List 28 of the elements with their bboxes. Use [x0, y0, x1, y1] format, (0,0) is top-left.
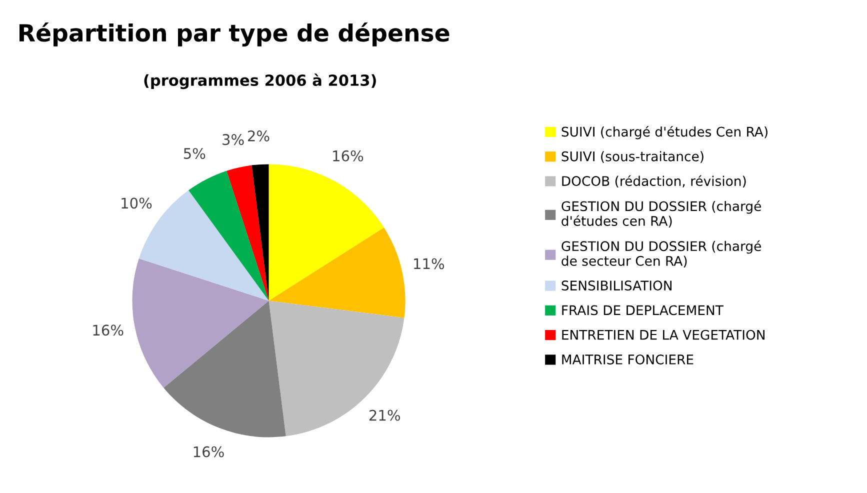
- chart-subtitle: (programmes 2006 à 2013): [144, 74, 376, 90]
- pie-slice: [268, 300, 404, 436]
- pie-slice: [268, 228, 406, 318]
- data-label: 11%: [414, 258, 444, 270]
- data-label: 5%: [184, 148, 206, 159]
- pie-slice: [132, 258, 269, 388]
- pie-slice: [252, 164, 269, 301]
- pie-slice: [268, 164, 384, 301]
- pie-slice: [188, 170, 269, 301]
- legend-label: GESTION DU DOSSIER (chargé d'études cen RA): [562, 200, 761, 228]
- legend-label: GESTION DU DOSSIER (chargé de secteur Cen RA): [562, 240, 761, 268]
- data-label: 16%: [93, 324, 124, 336]
- data-label: 16%: [333, 150, 364, 162]
- legend-label: SENSIBILISATION: [562, 280, 672, 291]
- chart-title: Répartition par type de dépense: [20, 22, 450, 46]
- legend-label: MAITRISE FONCIERE: [562, 354, 694, 364]
- legend-label: SUIVI (chargé d'études Cen RA): [562, 126, 768, 140]
- data-label: 16%: [194, 446, 224, 458]
- data-label: 3%: [222, 134, 244, 146]
- data-label: 2%: [248, 130, 270, 142]
- legend-label: SUIVI (sous-traitance): [562, 151, 704, 163]
- pie-slice: [226, 165, 269, 301]
- data-label: 10%: [122, 198, 152, 209]
- legend-label: DOCOB (rédaction, révision): [562, 175, 746, 188]
- legend-label: FRAIS DE DEPLACEMENT: [562, 305, 724, 316]
- legend-label: ENTRETIEN DE LA VEGETATION: [562, 330, 764, 340]
- data-label: 21%: [369, 410, 400, 421]
- pie-slice: [164, 300, 286, 438]
